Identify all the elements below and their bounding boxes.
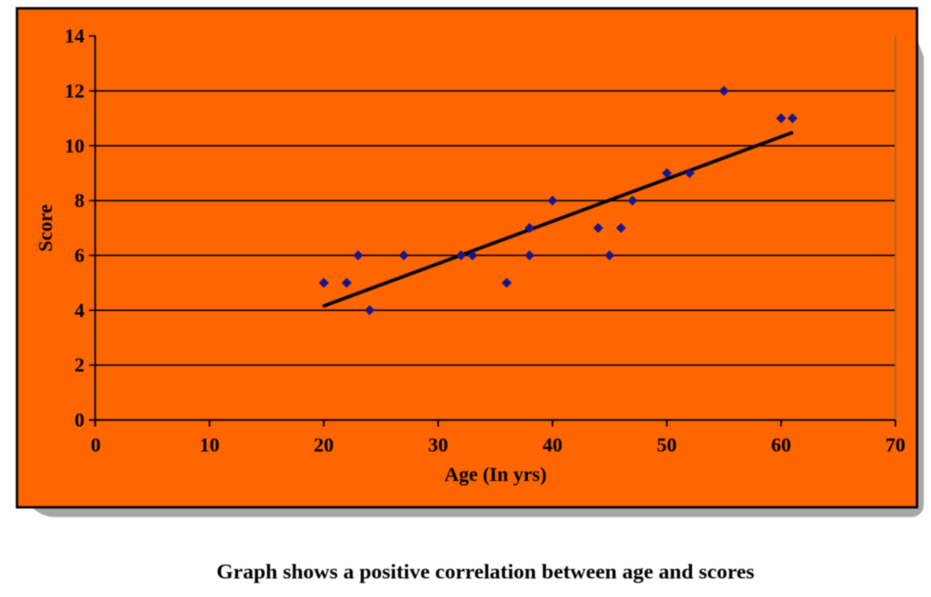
svg-text:0: 0 xyxy=(91,435,101,457)
svg-text:Graph shows a positive correla: Graph shows a positive correlation betwe… xyxy=(217,560,755,584)
svg-text:40: 40 xyxy=(543,435,563,457)
svg-text:Age (In yrs): Age (In yrs) xyxy=(444,464,546,486)
svg-text:10: 10 xyxy=(65,135,85,157)
svg-text:0: 0 xyxy=(75,410,85,432)
svg-text:10: 10 xyxy=(200,435,220,457)
svg-text:30: 30 xyxy=(428,435,448,457)
svg-text:70: 70 xyxy=(885,435,905,457)
svg-text:20: 20 xyxy=(314,435,334,457)
svg-text:60: 60 xyxy=(771,435,791,457)
svg-text:4: 4 xyxy=(75,300,85,322)
svg-text:14: 14 xyxy=(65,26,85,48)
svg-text:2: 2 xyxy=(75,355,85,377)
svg-text:12: 12 xyxy=(65,81,85,103)
svg-text:8: 8 xyxy=(75,190,85,212)
svg-text:6: 6 xyxy=(75,245,85,267)
svg-text:50: 50 xyxy=(657,435,677,457)
svg-text:Score: Score xyxy=(35,204,57,252)
